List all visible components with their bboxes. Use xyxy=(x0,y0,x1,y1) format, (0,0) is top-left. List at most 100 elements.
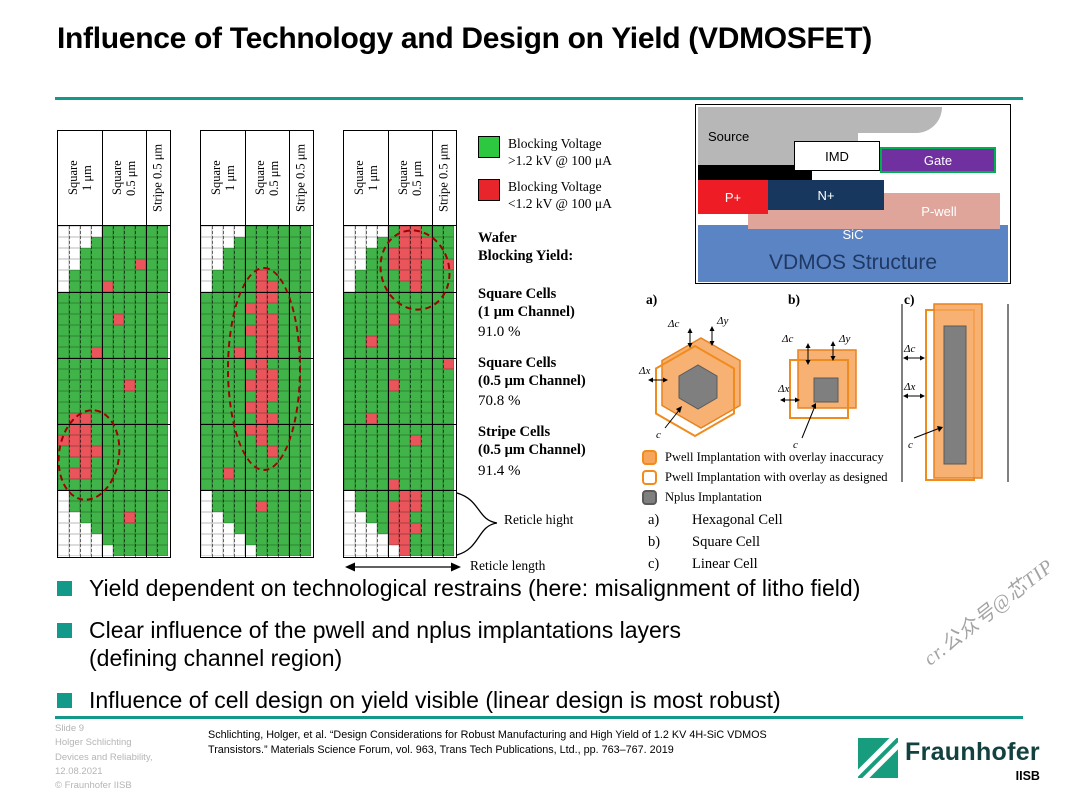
wafer-die xyxy=(388,413,399,424)
wafer-die xyxy=(102,259,113,270)
wafer-die xyxy=(355,435,366,446)
wafer-die xyxy=(113,369,124,380)
panel-label-c: c) xyxy=(904,292,915,307)
wafer-die xyxy=(344,402,355,413)
wafer-die xyxy=(289,468,300,479)
wafer-die xyxy=(344,435,355,446)
wafer-die xyxy=(124,446,135,457)
wafer-die xyxy=(80,413,91,424)
footer-meta-line: 12.08.2021 xyxy=(55,765,103,777)
wafer-die xyxy=(388,479,399,490)
wafer-die xyxy=(410,402,421,413)
wafer-die xyxy=(135,303,146,314)
wafer-die xyxy=(91,358,102,369)
wafer-die xyxy=(146,545,157,556)
wafer-die xyxy=(443,545,454,556)
wafer-die xyxy=(212,391,223,402)
citation-line-2: Transistors.” Materials Science Forum, v… xyxy=(208,743,674,756)
wafer-die xyxy=(410,380,421,391)
wafer-die xyxy=(388,358,399,369)
wafer-die xyxy=(113,248,124,259)
wafer-die xyxy=(91,523,102,534)
wafer-die xyxy=(212,413,223,424)
wafer-die xyxy=(278,545,289,556)
wafer-die xyxy=(80,259,91,270)
wafer-die xyxy=(124,468,135,479)
implant-legend-swatch xyxy=(642,490,657,505)
wafer-die xyxy=(223,468,234,479)
wafer-die xyxy=(432,413,443,424)
nplus-stripe xyxy=(943,325,967,465)
wafer-die xyxy=(355,314,366,325)
wafer-die xyxy=(410,325,421,336)
footer-divider xyxy=(55,716,1023,719)
wafer-die xyxy=(69,545,80,556)
wafer-die xyxy=(102,248,113,259)
wafer-die xyxy=(432,501,443,512)
wafer-die xyxy=(135,435,146,446)
wafer-die xyxy=(157,226,168,237)
wafer-die xyxy=(245,248,256,259)
wafer-die xyxy=(399,413,410,424)
wafer-die xyxy=(300,347,311,358)
wafer-die xyxy=(289,523,300,534)
wafer-die xyxy=(432,446,443,457)
wafer-die xyxy=(432,237,443,248)
wafer-die xyxy=(102,347,113,358)
wafer-die xyxy=(91,325,102,336)
wafer-die xyxy=(300,545,311,556)
footer-meta-line: Slide 9 xyxy=(55,723,85,734)
column-separator xyxy=(387,131,389,557)
bullet-item: Yield dependent on technological restrai… xyxy=(57,574,1062,602)
wafer-die xyxy=(366,303,377,314)
wafer-die xyxy=(113,446,124,457)
wafer-die xyxy=(410,435,421,446)
wafer-die xyxy=(146,479,157,490)
bullet-text-line: Influence of cell design on yield visibl… xyxy=(89,687,781,714)
wafer-die xyxy=(124,435,135,446)
wafer-die xyxy=(355,545,366,556)
wafer-die xyxy=(201,336,212,347)
wafer-die xyxy=(278,534,289,545)
wafer-die xyxy=(399,259,410,270)
wafer-die xyxy=(91,534,102,545)
wafer-die xyxy=(366,512,377,523)
wafer-die xyxy=(234,226,245,237)
wafer-die xyxy=(443,391,454,402)
wafer-die xyxy=(113,226,124,237)
wafer-die xyxy=(410,281,421,292)
wafer-die xyxy=(102,523,113,534)
wafer-die xyxy=(300,325,311,336)
c-annotation: c xyxy=(656,429,661,441)
wafer-die xyxy=(58,402,69,413)
wafer-die xyxy=(146,391,157,402)
source-contact-bar xyxy=(698,165,812,180)
wafer-die xyxy=(410,303,421,314)
wafer-die xyxy=(135,424,146,435)
wafer-die xyxy=(58,237,69,248)
wafer-die xyxy=(355,325,366,336)
wafer-die xyxy=(443,226,454,237)
blocking-voltage-legend: Blocking Voltage >1.2 kV @ 100 μA Blockin… xyxy=(478,136,674,213)
wafer-die xyxy=(399,303,410,314)
wafer-die xyxy=(410,490,421,501)
wafer-die xyxy=(399,237,410,248)
wafer-die xyxy=(300,380,311,391)
wafer-die xyxy=(135,457,146,468)
wafer-die xyxy=(69,325,80,336)
wafer-die xyxy=(421,413,432,424)
wafer-die xyxy=(234,534,245,545)
wafer-die xyxy=(113,347,124,358)
wafer-die xyxy=(421,545,432,556)
wafer-die xyxy=(410,292,421,303)
wafer-die xyxy=(69,292,80,303)
wafer-die xyxy=(355,501,366,512)
bullet-item: Influence of cell design on yield visibl… xyxy=(57,686,1062,714)
wafer-die xyxy=(91,446,102,457)
wafer-die xyxy=(157,457,168,468)
delta-c-annotation: Δc xyxy=(781,333,793,345)
reticle-dashed-line xyxy=(91,226,92,557)
wafer-die xyxy=(399,347,410,358)
wafer-die xyxy=(146,402,157,413)
wafer-die xyxy=(91,468,102,479)
